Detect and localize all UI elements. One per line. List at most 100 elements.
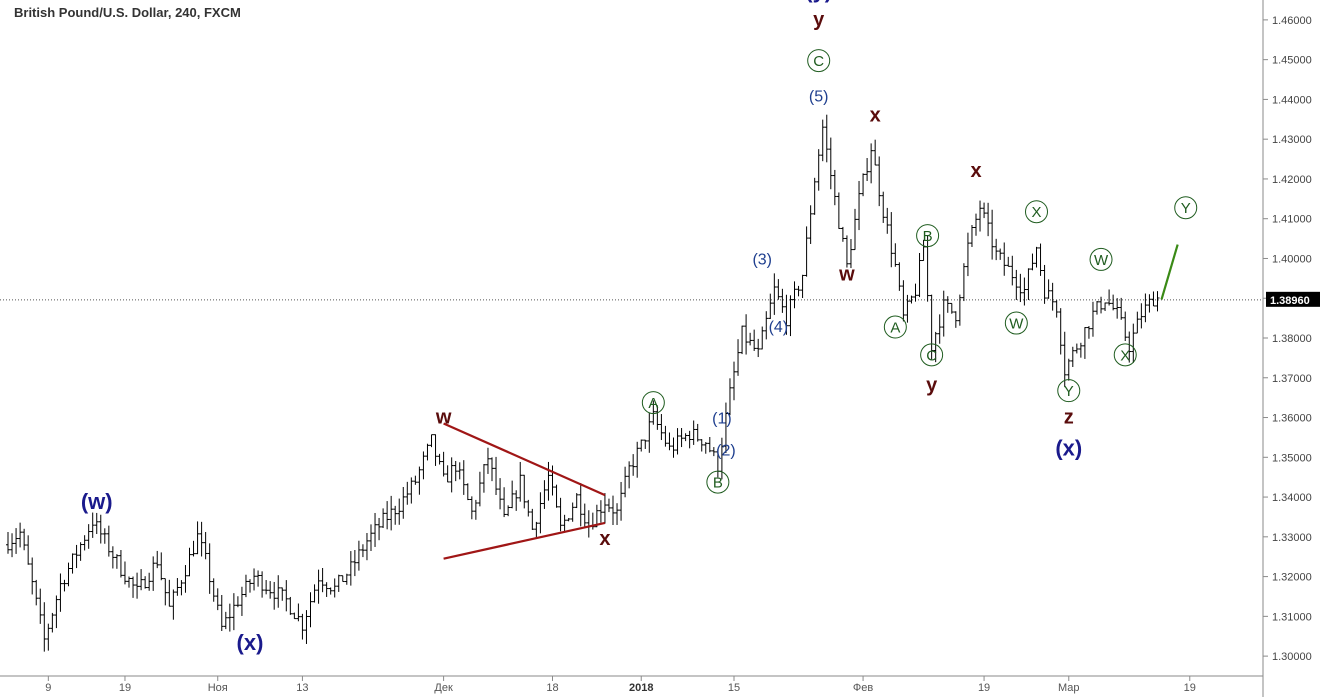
candle xyxy=(292,612,297,620)
candle xyxy=(861,173,866,197)
y-tick-label: 1.33000 xyxy=(1272,532,1312,544)
candle xyxy=(820,119,825,162)
y-tick-label: 1.46000 xyxy=(1272,15,1312,27)
candle xyxy=(982,202,987,219)
candle xyxy=(433,434,438,466)
candle xyxy=(373,512,378,547)
y-tick-label: 1.45000 xyxy=(1272,55,1312,67)
candle xyxy=(421,451,426,480)
candle xyxy=(518,461,523,502)
candle xyxy=(957,294,962,326)
candle xyxy=(235,596,240,608)
candle xyxy=(937,314,942,344)
candle xyxy=(22,528,27,551)
wave-label-circled: Y xyxy=(1057,379,1081,403)
x-tick-label: 19 xyxy=(1184,682,1196,694)
candle xyxy=(623,466,628,498)
candle xyxy=(885,207,890,234)
candle xyxy=(94,512,99,534)
candle xyxy=(1151,291,1156,307)
y-tick-label: 1.31000 xyxy=(1272,611,1312,623)
candle xyxy=(256,570,261,587)
candle xyxy=(155,550,160,569)
candle xyxy=(1062,331,1067,388)
candle xyxy=(413,475,418,485)
candle xyxy=(840,226,845,242)
candle xyxy=(574,493,579,509)
wave-label: (y) xyxy=(805,0,832,3)
y-tick-label: 1.35000 xyxy=(1272,452,1312,464)
candle xyxy=(1066,358,1071,381)
wave-label: (5) xyxy=(809,88,829,105)
candle xyxy=(1131,323,1136,363)
candle xyxy=(760,326,765,350)
candle xyxy=(562,514,567,533)
candle xyxy=(364,532,369,561)
candle xyxy=(538,492,543,534)
wave-label: (x) xyxy=(237,630,264,655)
candle xyxy=(1111,294,1116,311)
candle xyxy=(308,592,313,628)
candle xyxy=(118,550,123,578)
candle xyxy=(316,569,321,604)
candle xyxy=(679,428,684,448)
candle xyxy=(179,580,184,596)
wave-label: (1) xyxy=(712,410,732,427)
wave-label: x xyxy=(870,104,881,126)
candle xyxy=(1123,311,1128,342)
candle xyxy=(808,205,813,244)
candle xyxy=(151,556,156,591)
candle xyxy=(320,567,325,593)
wave-label-circled: C xyxy=(807,49,831,73)
candle xyxy=(429,434,434,448)
candle xyxy=(695,423,700,442)
candle xyxy=(788,295,793,337)
candle xyxy=(272,581,277,610)
candle xyxy=(756,338,761,358)
candle xyxy=(889,212,894,268)
candle xyxy=(897,262,902,291)
candle xyxy=(804,226,809,277)
candle xyxy=(965,232,970,277)
y-tick-label: 1.30000 xyxy=(1272,651,1312,663)
candle xyxy=(703,442,708,454)
plot-area[interactable]: (w) (x) w x A B (1) (2) (3) (4) (5) Cy (y) w x A B Cy x X W Y… xyxy=(0,0,1263,655)
wave-label: (3) xyxy=(752,251,772,268)
candle xyxy=(961,263,966,302)
candle xyxy=(498,478,503,510)
wave-label-circled: A xyxy=(641,391,665,415)
candle xyxy=(1058,308,1063,355)
candle xyxy=(784,294,789,335)
candles xyxy=(6,114,1160,652)
x-tick-label: Дек xyxy=(434,682,453,694)
candle xyxy=(62,579,67,592)
candle xyxy=(974,213,978,236)
candle xyxy=(848,239,853,269)
candle xyxy=(1155,291,1160,312)
wave-label-circled: Y xyxy=(1174,196,1198,220)
candle xyxy=(110,546,115,569)
candle xyxy=(1082,327,1087,359)
candle xyxy=(578,483,583,527)
candle xyxy=(199,521,204,557)
x-tick-label: 13 xyxy=(296,682,308,694)
candle xyxy=(1046,279,1051,299)
candle xyxy=(752,329,757,351)
candle xyxy=(14,528,19,554)
candle xyxy=(824,114,829,163)
candle xyxy=(54,595,59,629)
candle xyxy=(691,420,696,445)
wave-label: w xyxy=(838,263,855,285)
candle xyxy=(276,575,281,608)
candle xyxy=(687,430,692,449)
y-tick-label: 1.44000 xyxy=(1272,94,1312,106)
candle xyxy=(50,612,55,633)
candle xyxy=(324,582,329,597)
candle xyxy=(772,273,777,315)
candle xyxy=(800,274,805,299)
candle xyxy=(619,481,624,521)
candle xyxy=(102,528,107,544)
candle xyxy=(304,610,309,644)
candle xyxy=(219,594,224,632)
